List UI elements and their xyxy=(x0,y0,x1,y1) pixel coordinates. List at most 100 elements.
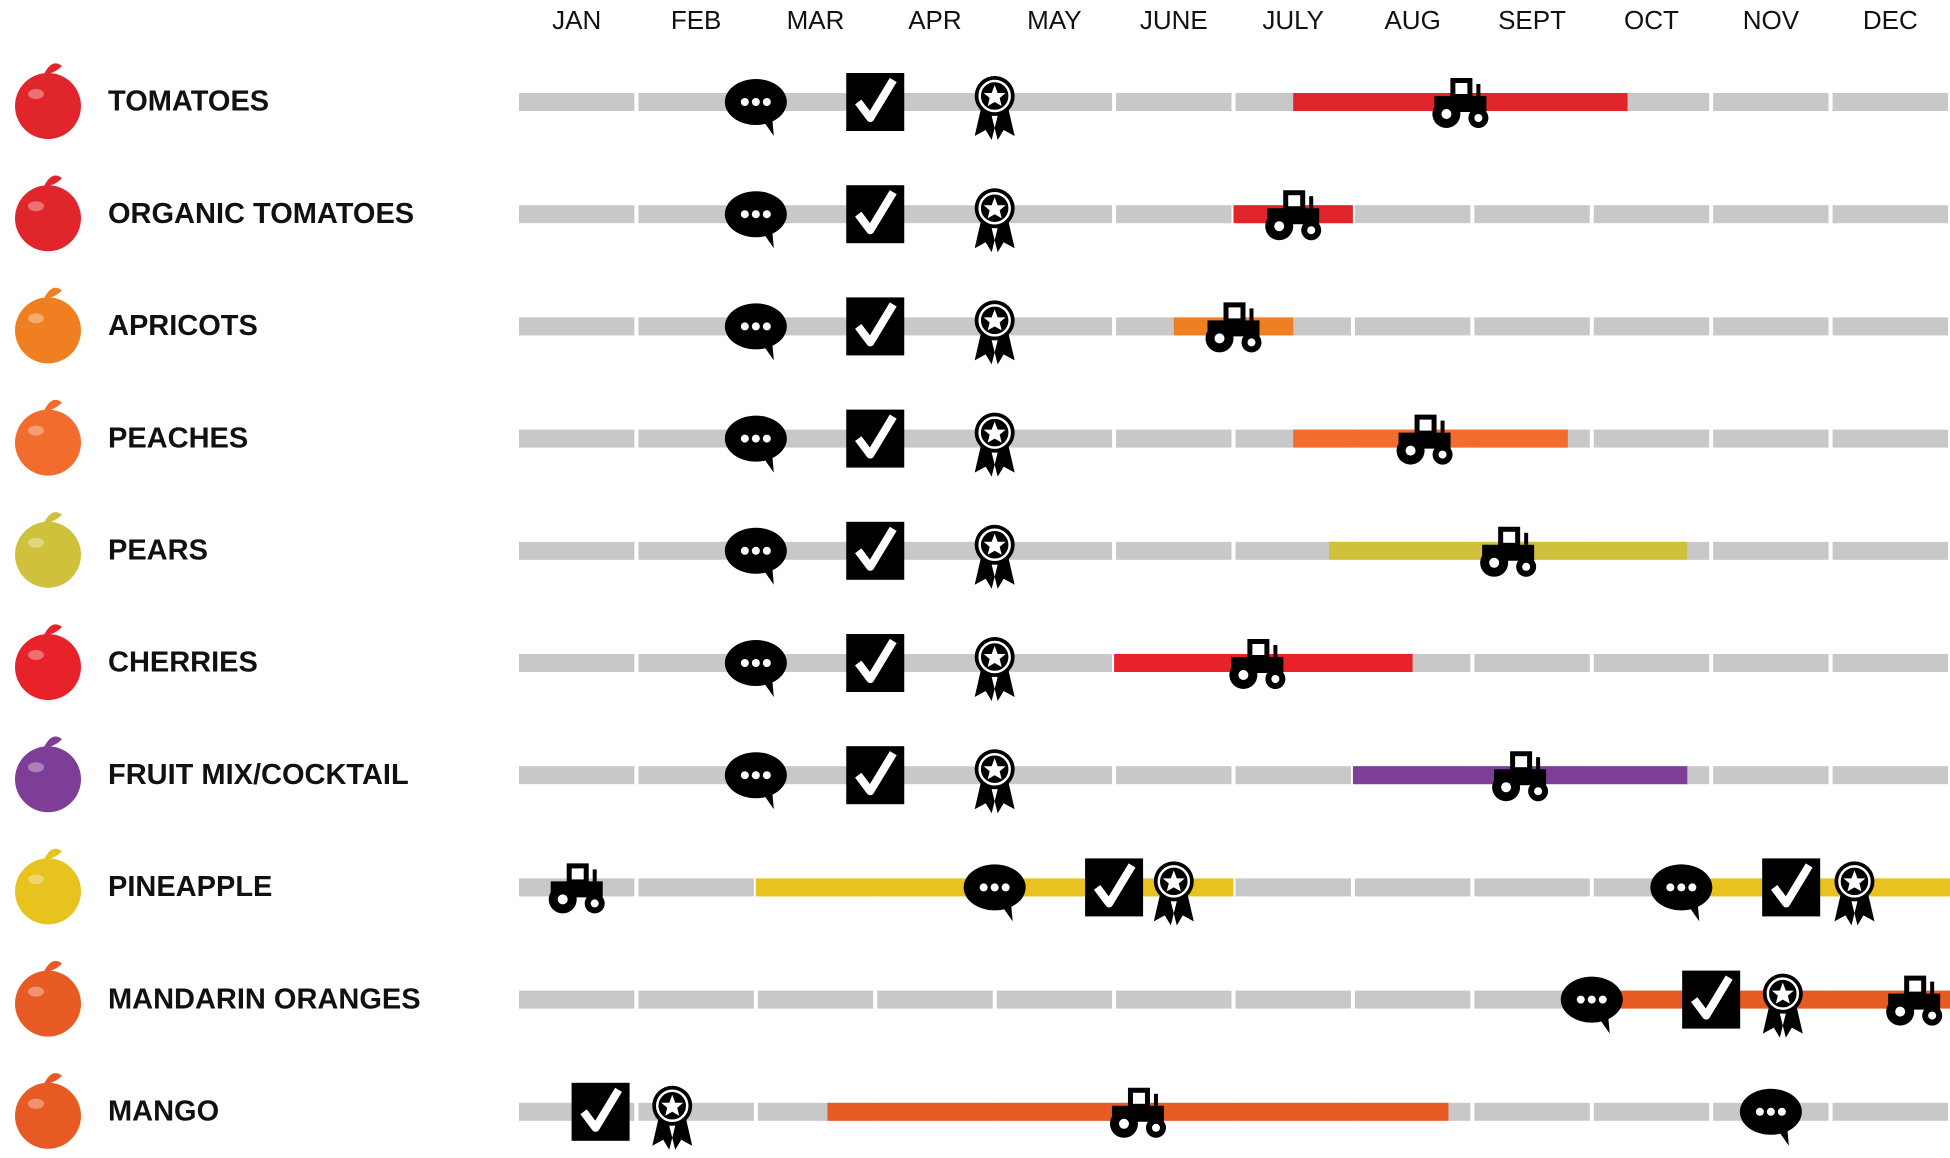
discuss-icon xyxy=(725,752,787,809)
approve-icon xyxy=(1085,858,1143,916)
month-label: NOV xyxy=(1743,5,1800,35)
row-label: PEARS xyxy=(108,534,208,566)
tractor-stack xyxy=(1930,982,1934,994)
month-label: JUNE xyxy=(1140,5,1208,35)
tractor-window xyxy=(1515,756,1527,767)
discuss-icon xyxy=(725,79,787,136)
award-icon xyxy=(1834,861,1874,925)
fruit-leaf xyxy=(44,737,62,748)
tractor-hub xyxy=(1474,114,1482,122)
month-track xyxy=(1713,430,1828,448)
fruit-body xyxy=(15,1083,81,1149)
tractor-hub xyxy=(1248,338,1256,346)
fruit-body xyxy=(15,746,81,812)
month-track xyxy=(1833,766,1948,784)
bubble-dot xyxy=(763,210,771,218)
month-track xyxy=(1116,766,1231,784)
award-icon xyxy=(975,188,1015,252)
tractor-hub xyxy=(1215,333,1225,343)
fruit-icon xyxy=(15,1073,81,1149)
row-label: PINEAPPLE xyxy=(108,871,272,903)
award-icon xyxy=(975,300,1015,364)
fruit-leaf xyxy=(44,1073,62,1084)
tractor-stack xyxy=(1309,196,1313,208)
award-icon xyxy=(975,413,1015,477)
tractor-hub xyxy=(1441,109,1451,119)
approve-icon xyxy=(846,73,904,131)
fruit-leaf xyxy=(44,512,62,523)
approve-icon xyxy=(846,185,904,243)
bubble-dot xyxy=(752,771,760,779)
month-track xyxy=(1116,991,1231,1009)
month-label: SEPT xyxy=(1498,5,1566,35)
month-track xyxy=(1116,93,1231,111)
bubble-dot xyxy=(991,883,999,891)
bubble-dot xyxy=(763,659,771,667)
month-label: MAR xyxy=(787,5,845,35)
month-label: DEC xyxy=(1863,5,1918,35)
month-track xyxy=(1713,542,1828,560)
tractor-hub xyxy=(1152,1124,1160,1132)
fruit-shine xyxy=(28,762,44,772)
bubble-dot xyxy=(1588,996,1596,1004)
fruit-shine xyxy=(28,426,44,436)
month-label: JULY xyxy=(1262,5,1324,35)
month-track xyxy=(519,766,634,784)
tractor-stack xyxy=(1154,1094,1158,1106)
tractor-window xyxy=(1909,981,1921,992)
tractor-hub xyxy=(1307,226,1315,234)
tractor-hub xyxy=(1439,451,1447,459)
fruit-body xyxy=(15,522,81,588)
fruit-icon xyxy=(15,176,81,252)
harvest-icon xyxy=(549,863,605,913)
bubble-dot xyxy=(1577,996,1585,1004)
row-label: FRUIT MIX/COCKTAIL xyxy=(108,759,409,791)
fruit-shine xyxy=(28,987,44,997)
harvest-icon xyxy=(1432,78,1488,128)
month-track xyxy=(1833,1103,1948,1121)
bubble-dot xyxy=(752,547,760,555)
tractor-window xyxy=(1503,532,1515,543)
row-label: CHERRIES xyxy=(108,647,258,679)
bubble-dot xyxy=(1767,1108,1775,1116)
tractor-hub xyxy=(1274,221,1284,231)
page: {"chart_data": {"type": "timeline", "cat… xyxy=(0,0,1950,1158)
bubble-dot xyxy=(1778,1108,1786,1116)
fruit-body xyxy=(15,410,81,476)
month-track xyxy=(1474,654,1589,672)
tractor-stack xyxy=(1441,421,1445,433)
tractor-stack xyxy=(1536,757,1540,769)
month-track xyxy=(1833,654,1948,672)
month-track xyxy=(638,991,753,1009)
tractor-hub xyxy=(1895,1007,1905,1017)
tractor-hub xyxy=(1238,670,1248,680)
fruit-leaf xyxy=(44,400,62,411)
discuss-icon xyxy=(725,640,787,697)
fruit-icon xyxy=(15,400,81,476)
approve-icon xyxy=(846,746,904,804)
tractor-hub xyxy=(1522,563,1530,571)
month-track xyxy=(1236,766,1351,784)
bubble-dot xyxy=(752,322,760,330)
month-track xyxy=(1713,205,1828,223)
bubble-dot xyxy=(763,547,771,555)
discuss-icon xyxy=(725,528,787,585)
tractor-stack xyxy=(593,869,597,881)
harvest-icon xyxy=(1480,527,1536,577)
row-label: APRICOTS xyxy=(108,310,258,342)
fruit-icon xyxy=(15,624,81,700)
approve-icon xyxy=(846,522,904,580)
award-icon xyxy=(1763,974,1803,1038)
discuss-icon xyxy=(725,191,787,248)
month-track xyxy=(1833,93,1948,111)
row-label: MANDARIN ORANGES xyxy=(108,983,421,1015)
month-track xyxy=(519,654,634,672)
fruit-leaf xyxy=(44,63,62,74)
month-track xyxy=(1713,654,1828,672)
discuss-icon xyxy=(725,416,787,473)
bubble-dot xyxy=(763,771,771,779)
bubble-dot xyxy=(752,435,760,443)
discuss-icon xyxy=(964,864,1026,921)
discuss-icon xyxy=(725,303,787,360)
harvest-icon xyxy=(1397,415,1453,465)
